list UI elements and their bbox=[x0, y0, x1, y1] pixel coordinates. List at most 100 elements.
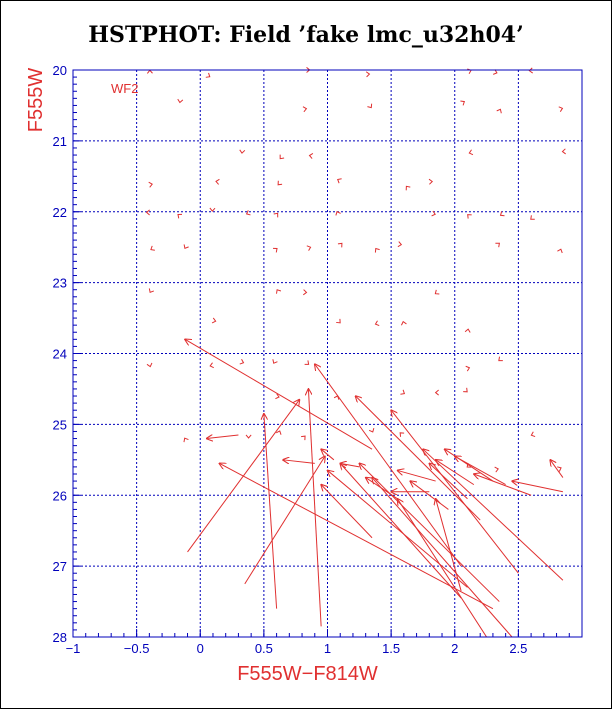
vector-glyph bbox=[400, 320, 407, 326]
small-vector-glyphs bbox=[145, 67, 566, 473]
vector-glyph bbox=[498, 356, 503, 362]
vector-glyph bbox=[434, 389, 439, 396]
vector-glyph bbox=[302, 106, 308, 113]
vector-glyph bbox=[495, 242, 500, 248]
vector-glyph bbox=[365, 71, 371, 78]
vector-glyph bbox=[374, 247, 380, 253]
vector-glyph bbox=[335, 210, 341, 216]
x-tick-label: 2.5 bbox=[509, 641, 527, 656]
vector-glyph bbox=[308, 153, 314, 159]
vector-glyph bbox=[148, 181, 153, 188]
vector-glyph bbox=[276, 289, 282, 294]
vector-glyph bbox=[211, 317, 217, 324]
vector-arrow bbox=[244, 456, 325, 585]
vector-glyph bbox=[146, 69, 153, 74]
vector-glyph bbox=[499, 211, 505, 217]
vector-glyph bbox=[468, 149, 474, 156]
vector-glyph bbox=[434, 289, 440, 295]
vector-arrow bbox=[436, 499, 462, 592]
vector-arrow bbox=[321, 485, 373, 539]
chip-label: WF2 bbox=[111, 81, 138, 96]
vector-arrow bbox=[321, 449, 335, 461]
y-tick-label: 23 bbox=[53, 276, 67, 291]
vector-glyph bbox=[557, 248, 563, 254]
vector-glyph bbox=[337, 178, 342, 184]
vector-glyph bbox=[561, 148, 566, 155]
vector-glyph bbox=[245, 210, 251, 216]
grid-layer bbox=[73, 70, 582, 637]
vector-glyph bbox=[557, 466, 562, 472]
vector-glyph bbox=[209, 362, 214, 369]
vector-glyph bbox=[146, 362, 153, 368]
vector-arrow bbox=[474, 474, 532, 496]
vector-glyph bbox=[368, 427, 375, 433]
x-tick-label: 1 bbox=[324, 641, 331, 656]
vector-glyph bbox=[428, 178, 434, 185]
vector-arrow bbox=[340, 463, 360, 467]
vector-glyph bbox=[275, 393, 280, 400]
vector-glyph bbox=[431, 210, 436, 217]
x-tick-label: −1 bbox=[66, 641, 81, 656]
vector-arrow bbox=[207, 435, 239, 439]
vector-glyph bbox=[306, 245, 312, 251]
vector-arrow bbox=[429, 463, 468, 500]
vector-glyph bbox=[494, 466, 499, 473]
vector-glyph bbox=[150, 245, 155, 251]
vector-glyph bbox=[177, 98, 184, 104]
y-tick-label: 21 bbox=[53, 134, 67, 149]
y-tick-label: 26 bbox=[53, 488, 67, 503]
vector-glyph bbox=[467, 214, 472, 219]
vector-glyph bbox=[465, 365, 471, 372]
y-axis-label: F555W bbox=[25, 68, 47, 133]
vector-arrow bbox=[397, 499, 487, 638]
vector-glyph bbox=[405, 185, 411, 191]
vector-glyph bbox=[215, 178, 220, 185]
x-tick-label: 0.5 bbox=[255, 641, 273, 656]
vector-arrow bbox=[445, 449, 494, 482]
vector-arrow bbox=[308, 389, 322, 627]
vector-glyph bbox=[183, 437, 189, 443]
vector-arrow bbox=[185, 339, 373, 450]
vector-glyph bbox=[302, 289, 308, 296]
vector-glyph bbox=[367, 103, 373, 109]
vector-glyph bbox=[493, 69, 498, 75]
plot-border bbox=[72, 69, 583, 638]
y-tick-label: 27 bbox=[53, 559, 67, 574]
vector-glyph bbox=[273, 247, 278, 253]
vector-glyph bbox=[304, 360, 310, 365]
long-vector-arrows bbox=[185, 339, 564, 638]
x-axis-label: F555W−F814W bbox=[237, 663, 378, 685]
vector-glyph bbox=[397, 241, 403, 248]
vector-arrow bbox=[315, 364, 462, 567]
vector-arrow bbox=[366, 478, 398, 500]
y-tick-label: 22 bbox=[53, 205, 67, 220]
vector-glyph bbox=[273, 212, 279, 218]
vector-glyph bbox=[239, 359, 245, 365]
vector-arrow bbox=[397, 470, 436, 482]
vector-glyph bbox=[337, 242, 343, 248]
vector-glyph bbox=[399, 432, 405, 437]
vector-arrow bbox=[512, 481, 564, 493]
vector-arrow bbox=[550, 460, 564, 478]
vector-glyph bbox=[279, 154, 285, 160]
vector-glyph bbox=[272, 359, 278, 364]
vector-arrow bbox=[328, 470, 468, 588]
vector-arrow bbox=[455, 456, 506, 486]
vector-arrow bbox=[219, 463, 494, 610]
x-tick-label: −0.5 bbox=[124, 641, 150, 656]
vector-glyph bbox=[400, 389, 406, 395]
vector-glyph bbox=[245, 434, 252, 439]
x-tick-label: 2 bbox=[451, 641, 458, 656]
vector-glyph bbox=[145, 209, 150, 216]
vector-arrow bbox=[436, 460, 475, 486]
vector-arrow bbox=[340, 463, 462, 599]
tick-labels: −1 −0.5 0 0.5 1 1.5 2 2.5 20 21 22 23 24 25 26 27 28 bbox=[53, 63, 583, 656]
vector-glyph bbox=[183, 244, 189, 250]
vector-arrow bbox=[423, 449, 564, 581]
vector-arrow bbox=[410, 481, 449, 510]
vector-arrow bbox=[264, 414, 278, 609]
vector-glyph bbox=[528, 67, 533, 74]
chart-title: HSTPHOT: Field ’fake lmc_u32h04’ bbox=[88, 22, 524, 48]
